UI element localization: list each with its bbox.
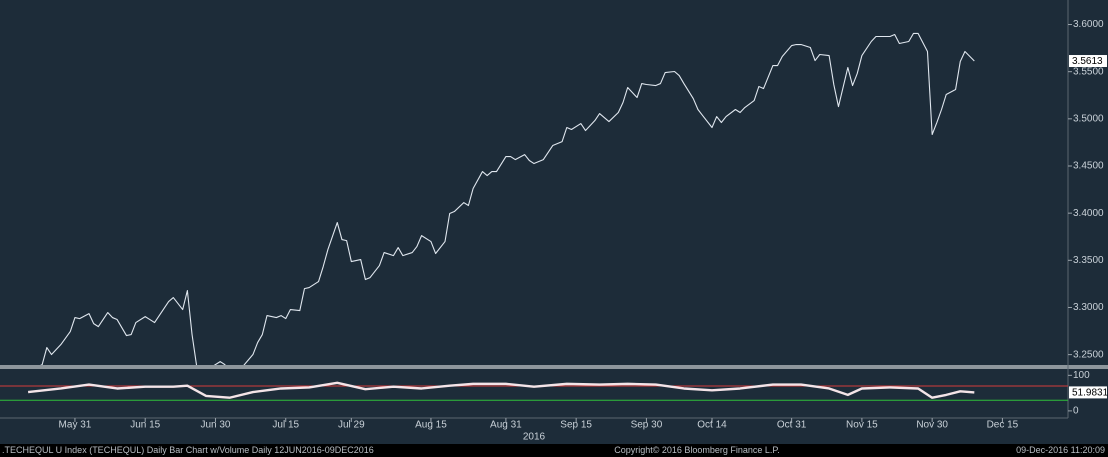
price-line (27, 381, 975, 399)
y-tick-label: 3.5500 (1073, 66, 1104, 77)
y-tick-label: 3.6000 (1073, 19, 1104, 30)
last-value-box (1069, 386, 1107, 399)
x-tick-label: Nov 30 (916, 420, 948, 431)
y-tick-label: 100 (1073, 370, 1090, 381)
y-tick-label: 3.5000 (1073, 113, 1104, 124)
x-tick-label: Aug 15 (415, 420, 447, 431)
y-tick-label: 3.2500 (1073, 349, 1104, 360)
footer-center: Copyright© 2016 Bloomberg Finance L.P. (614, 445, 780, 455)
x-tick-label: Jun 30 (200, 420, 230, 431)
x-tick-label: Oct 31 (777, 420, 807, 431)
x-tick-label: Sep 15 (560, 420, 592, 431)
y-tick-label: 3.4500 (1073, 161, 1104, 172)
footer-bar (0, 444, 1108, 457)
last-value-label: 51.9831 (1072, 388, 1108, 399)
price-line (40, 32, 975, 365)
x-tick-label: Oct 14 (697, 420, 727, 431)
last-value-box (1069, 55, 1107, 68)
x-axis-label: 2016 (523, 432, 546, 443)
y-tick-label: 3.3000 (1073, 302, 1104, 313)
y-tick-label: 3.4000 (1073, 208, 1104, 219)
y-tick-label: 0 (1073, 406, 1079, 417)
x-tick-label: Nov 15 (846, 420, 878, 431)
background (0, 0, 1108, 444)
y-tick-label: 3.3500 (1073, 255, 1104, 266)
last-value-label: 3.5613 (1072, 56, 1103, 67)
x-tick-label: Jun 15 (130, 420, 160, 431)
footer-left: .TECHEQUL U Index (TECHEQUL) Daily Bar C… (2, 445, 374, 455)
panel-separator (0, 365, 1108, 369)
footer-right: 09-Dec-2016 11:20:09 (1016, 445, 1105, 455)
x-tick-label: Sep 30 (631, 420, 663, 431)
x-tick-label: May 31 (59, 420, 92, 431)
x-tick-label: Jul 15 (272, 420, 299, 431)
x-tick-label: Jul 29 (338, 420, 365, 431)
x-tick-label: Dec 15 (987, 420, 1019, 431)
x-tick-label: Aug 31 (490, 420, 522, 431)
